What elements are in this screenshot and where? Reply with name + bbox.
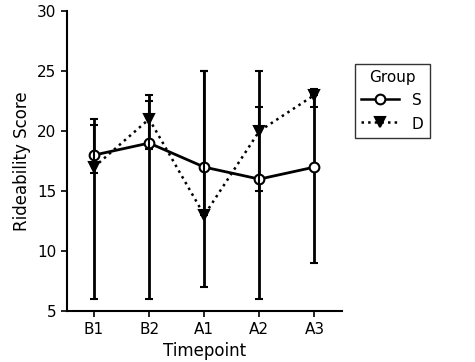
Y-axis label: Rideability Score: Rideability Score	[13, 91, 31, 231]
Legend: S, D: S, D	[355, 64, 429, 138]
X-axis label: Timepoint: Timepoint	[162, 342, 246, 360]
